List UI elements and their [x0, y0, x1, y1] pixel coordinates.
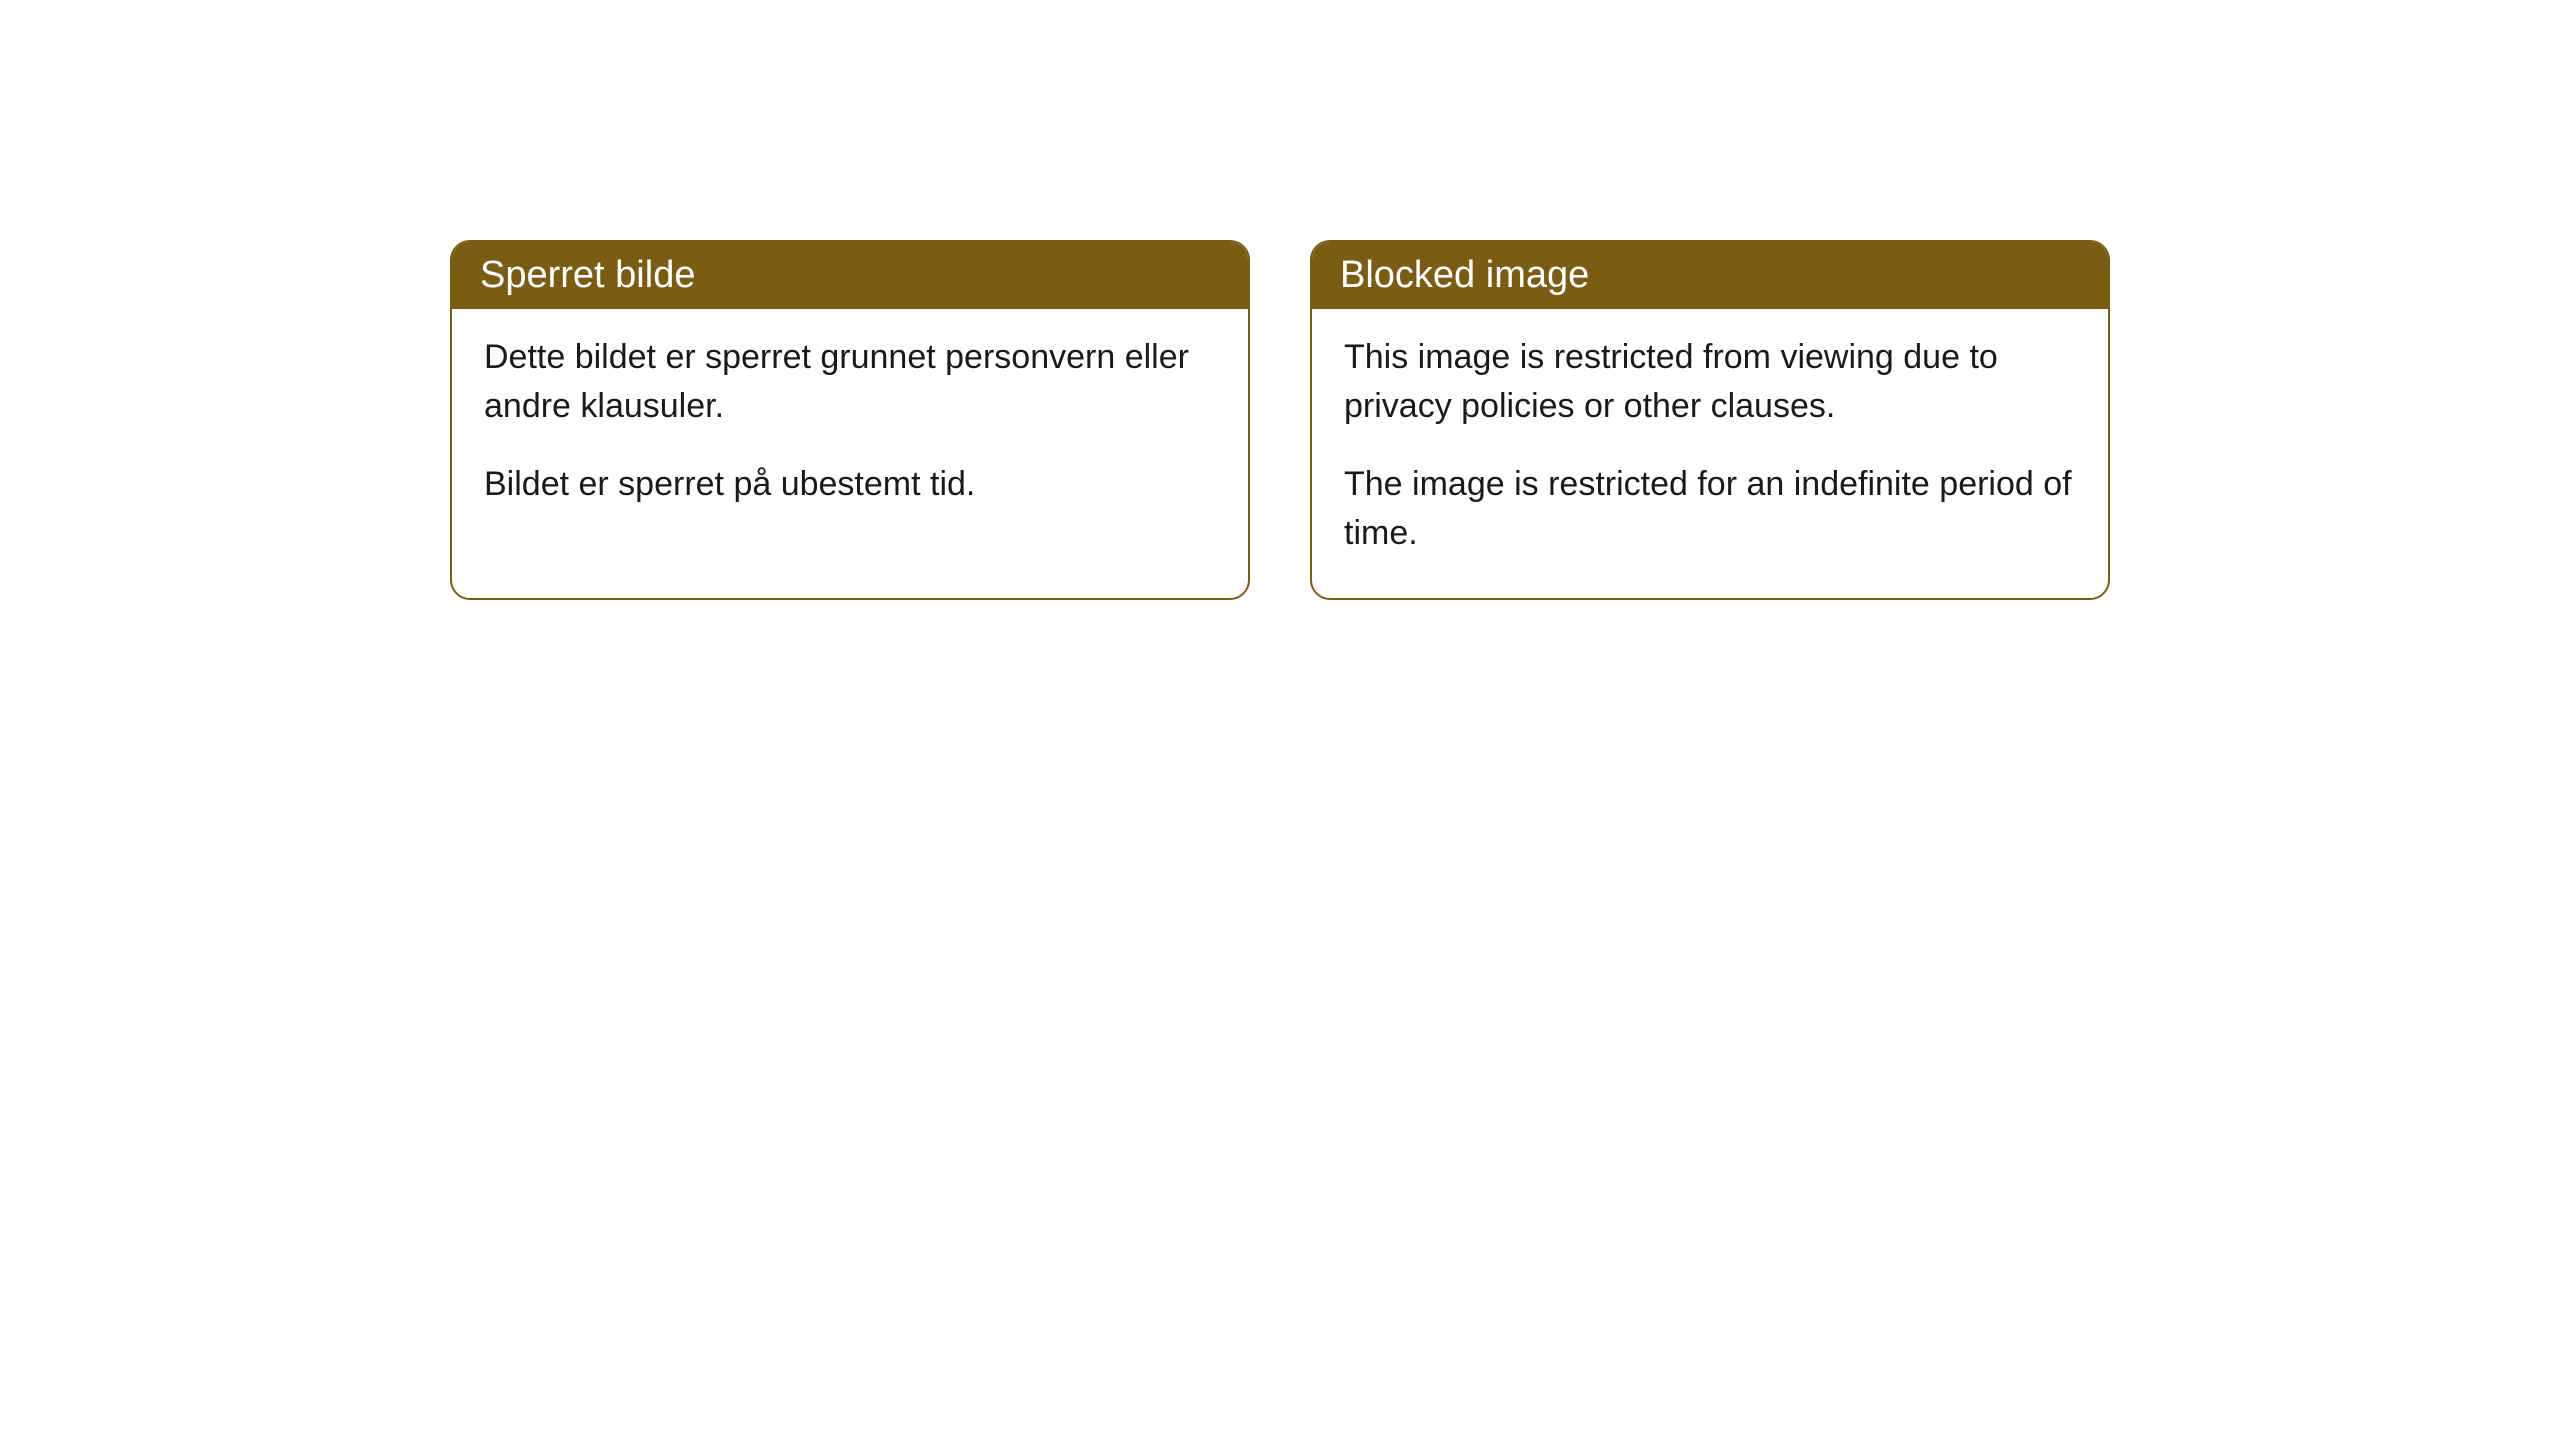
card-paragraph: Dette bildet er sperret grunnet personve…: [484, 333, 1216, 432]
notice-card-english: Blocked image This image is restricted f…: [1310, 240, 2110, 600]
card-paragraph: The image is restricted for an indefinit…: [1344, 460, 2076, 559]
card-header: Sperret bilde: [452, 242, 1248, 309]
notice-card-norwegian: Sperret bilde Dette bildet er sperret gr…: [450, 240, 1250, 600]
notice-container: Sperret bilde Dette bildet er sperret gr…: [450, 240, 2110, 600]
card-header: Blocked image: [1312, 242, 2108, 309]
card-title: Sperret bilde: [480, 254, 695, 296]
card-paragraph: This image is restricted from viewing du…: [1344, 333, 2076, 432]
card-body: Dette bildet er sperret grunnet personve…: [452, 309, 1248, 549]
card-body: This image is restricted from viewing du…: [1312, 309, 2108, 598]
card-title: Blocked image: [1340, 254, 1589, 296]
card-paragraph: Bildet er sperret på ubestemt tid.: [484, 460, 1216, 509]
